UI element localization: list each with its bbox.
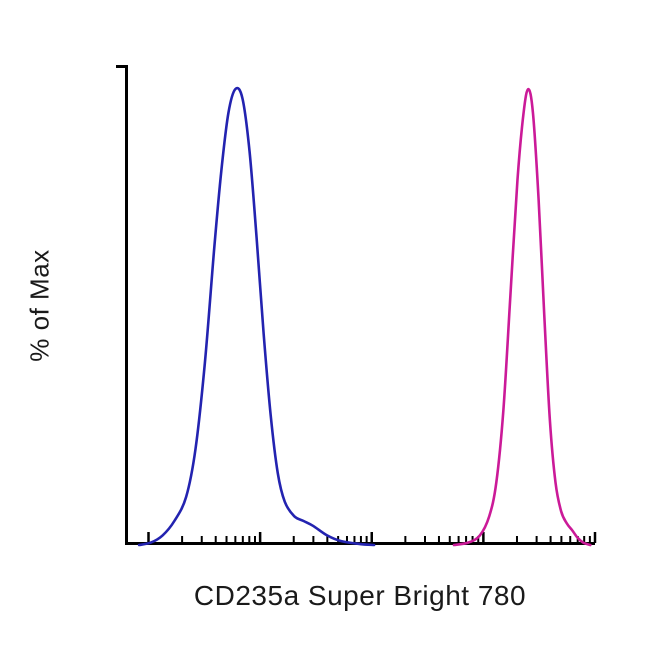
x-axis-label: CD235a Super Bright 780 bbox=[193, 580, 527, 611]
y-axis-label-wrap: % of Max bbox=[8, 65, 72, 545]
y-axis-label: % of Max bbox=[24, 248, 55, 362]
series-curve-negative-control bbox=[137, 86, 376, 547]
series-curve-cd235a-super-bright-780-stained bbox=[452, 87, 592, 547]
histogram-plot bbox=[116, 65, 597, 547]
